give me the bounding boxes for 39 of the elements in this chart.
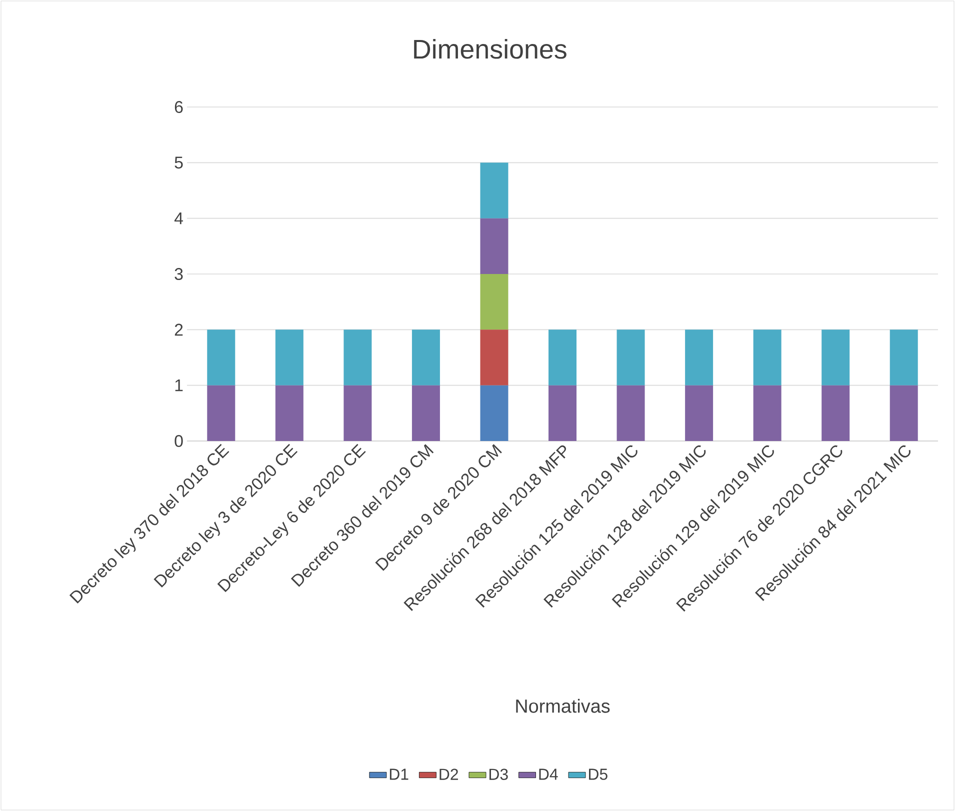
bar — [753, 385, 782, 441]
bar — [344, 330, 372, 386]
bar — [412, 330, 440, 386]
bar — [822, 330, 850, 386]
bar — [207, 385, 236, 441]
bar — [480, 330, 508, 386]
bar — [685, 330, 714, 386]
legend-label: D4 — [539, 768, 558, 780]
legend-label: D1 — [390, 768, 408, 780]
bar — [344, 385, 372, 441]
y-tick-label: 4 — [174, 212, 183, 224]
y-tick-label: 2 — [174, 324, 183, 336]
bar — [480, 162, 508, 218]
y-tick-label: 0 — [174, 435, 183, 447]
bar — [616, 385, 645, 441]
bar — [275, 385, 304, 441]
legend-label: D3 — [489, 768, 508, 780]
x-axis-title: Normativas — [516, 698, 610, 713]
y-tick-label: 6 — [174, 101, 183, 113]
bar — [890, 385, 918, 441]
bar — [548, 330, 577, 386]
bar — [685, 385, 714, 441]
bar — [480, 385, 508, 441]
chart-title: Dimensiones — [414, 39, 566, 59]
bar — [616, 330, 645, 386]
bar — [822, 385, 850, 441]
bar — [548, 385, 577, 441]
bar — [890, 330, 918, 386]
y-tick-label: 3 — [174, 268, 183, 280]
bar — [480, 274, 508, 330]
bar — [480, 218, 508, 274]
bar — [412, 385, 440, 441]
legend-label: D2 — [440, 768, 458, 780]
bar — [207, 330, 236, 386]
y-tick-label: 5 — [174, 156, 183, 169]
bar — [753, 330, 782, 386]
bar — [275, 330, 304, 386]
y-tick-label: 1 — [175, 380, 183, 392]
legend-label: D5 — [589, 768, 608, 780]
